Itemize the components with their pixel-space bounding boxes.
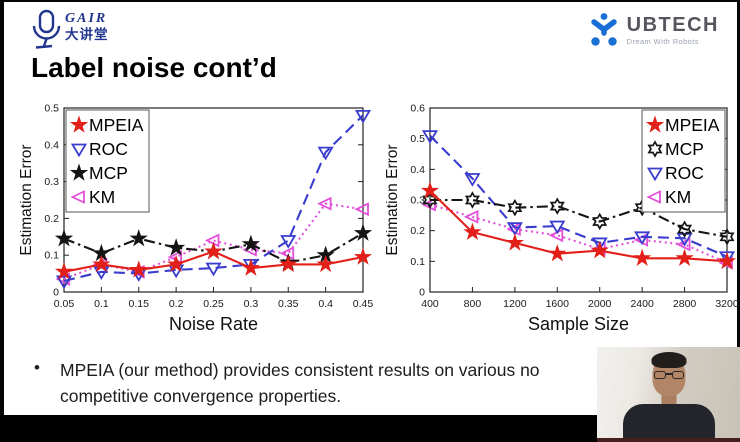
svg-text:MPEIA: MPEIA — [665, 115, 720, 135]
svg-text:0.2: 0.2 — [44, 213, 59, 225]
svg-text:0.35: 0.35 — [278, 298, 299, 310]
page-title: Label noise cont’d — [31, 52, 277, 83]
bullet-line-1: MPEIA (our method) provides consistent r… — [60, 360, 540, 380]
svg-text:0.2: 0.2 — [410, 225, 425, 237]
chart-legend: MPEIA ROC MCP KM — [65, 109, 150, 213]
svg-text:0.3: 0.3 — [410, 195, 425, 207]
svg-text:MPEIA: MPEIA — [89, 115, 144, 135]
svg-text:Sample Size: Sample Size — [528, 314, 629, 334]
svg-text:1200: 1200 — [503, 298, 527, 310]
series-mpeia — [420, 181, 737, 270]
svg-text:KM: KM — [665, 187, 691, 207]
svg-text:Noise Rate: Noise Rate — [169, 314, 258, 334]
svg-text:0.3: 0.3 — [244, 298, 259, 310]
svg-text:0.5: 0.5 — [410, 133, 425, 145]
svg-text:ROC: ROC — [89, 139, 128, 159]
webcam-overlay — [597, 347, 740, 442]
svg-text:0.1: 0.1 — [44, 250, 59, 262]
presenter-torso — [622, 404, 715, 442]
ubtech-mark-icon — [590, 13, 617, 46]
series-mpeia — [54, 241, 373, 280]
bullet-line-2: competitive convergence properties. — [60, 386, 342, 406]
svg-text:0.2: 0.2 — [169, 298, 184, 310]
svg-text:0: 0 — [419, 287, 425, 299]
svg-text:ROC: ROC — [665, 163, 704, 183]
gair-subtitle: 大讲堂 — [65, 27, 109, 42]
svg-text:0.4: 0.4 — [44, 139, 59, 151]
sample-size-chart: 0 0.1 0.2 0.3 0.4 0.5 0.6 400 800 1200 1600 2000 240… — [386, 103, 738, 335]
svg-text:2400: 2400 — [630, 298, 654, 310]
svg-text:Estimation Error: Estimation Error — [386, 144, 401, 255]
svg-text:KM: KM — [89, 187, 115, 207]
svg-text:Estimation Error: Estimation Error — [20, 144, 35, 255]
svg-text:0.5: 0.5 — [44, 103, 59, 115]
svg-text:0.4: 0.4 — [318, 298, 333, 310]
svg-text:2800: 2800 — [673, 298, 697, 310]
ubtech-logo: UBTECH Dream With Robots — [588, 12, 719, 48]
chart-legend: MPEIA MCP ROC KM — [641, 109, 726, 213]
noise-rate-chart: 0 0.1 0.2 0.3 0.4 0.5 0.05 0.1 0.15 0.2 0.25 0.3 0.3… — [20, 103, 374, 335]
svg-text:3200: 3200 — [715, 298, 738, 310]
ubtech-tagline: Dream With Robots — [626, 36, 699, 46]
svg-text:0.3: 0.3 — [44, 176, 59, 188]
presenter-hair — [651, 352, 686, 368]
svg-text:0.45: 0.45 — [353, 298, 374, 310]
gair-name: GAIR — [65, 11, 108, 26]
gair-logo: GAIR 大讲堂 — [30, 9, 109, 51]
bullet-marker: • — [34, 358, 40, 377]
webcam-bottom-strip — [597, 438, 740, 442]
svg-text:0.15: 0.15 — [129, 298, 150, 310]
svg-text:0.6: 0.6 — [410, 103, 425, 115]
svg-text:400: 400 — [421, 298, 439, 310]
svg-text:2000: 2000 — [588, 298, 612, 310]
svg-text:MCP: MCP — [665, 139, 704, 159]
svg-text:1600: 1600 — [546, 298, 570, 310]
bullet-item: • MPEIA (our method) provides consistent… — [34, 357, 734, 409]
svg-text:0.4: 0.4 — [410, 164, 425, 176]
svg-text:0.05: 0.05 — [54, 298, 75, 310]
svg-text:0.25: 0.25 — [203, 298, 224, 310]
slide: GAIR 大讲堂 UBTECH Dream With Robots Label … — [4, 2, 738, 415]
bullet-list: • MPEIA (our method) provides consistent… — [34, 357, 734, 409]
ubtech-name: UBTECH — [626, 13, 719, 36]
microphone-icon — [32, 9, 61, 49]
svg-text:800: 800 — [464, 298, 482, 310]
svg-text:0: 0 — [53, 287, 59, 299]
presenter-glasses — [653, 371, 684, 379]
svg-text:0.1: 0.1 — [94, 298, 109, 310]
svg-text:MCP: MCP — [89, 163, 128, 183]
svg-text:0.1: 0.1 — [410, 256, 425, 268]
